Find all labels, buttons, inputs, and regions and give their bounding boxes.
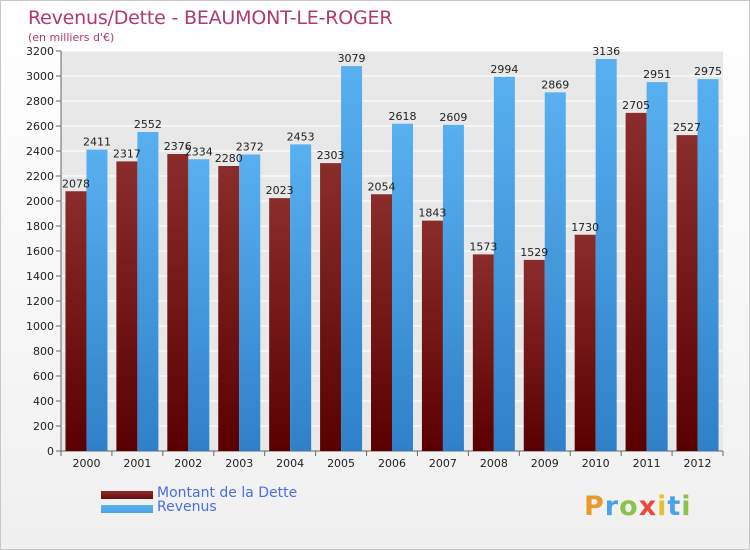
bar-dette (116, 161, 138, 451)
data-label-revenus: 2994 (490, 63, 518, 76)
data-label-dette: 2023 (266, 184, 294, 197)
y-tick-label: 3000 (26, 70, 54, 83)
data-label-dette: 2078 (62, 177, 90, 190)
chart-title: Revenus/Dette - BEAUMONT-LE-ROGER (28, 7, 393, 29)
y-tick-label: 400 (33, 395, 54, 408)
bar-dette (371, 194, 392, 451)
data-label-dette: 2376 (164, 140, 192, 153)
bar-dette (65, 191, 87, 451)
y-tick-label: 800 (33, 345, 54, 358)
logo-letter: t (667, 491, 682, 522)
data-label-dette: 2280 (215, 152, 243, 165)
bar-revenus (341, 66, 363, 451)
data-label-revenus: 2951 (643, 68, 671, 81)
x-tick-label: 2000 (72, 457, 100, 470)
y-tick-label: 600 (33, 370, 54, 383)
bar-revenus (86, 149, 108, 451)
bar-dette (676, 135, 698, 451)
logo-letter: x (638, 491, 658, 522)
bar-dette (269, 198, 291, 451)
bar-revenus (239, 154, 261, 451)
legend-label-revenus: Revenus (157, 499, 217, 515)
data-label-dette: 2527 (673, 121, 701, 134)
legend-label-dette: Montant de la Dette (157, 485, 298, 501)
bar-dette (421, 220, 443, 451)
data-label-revenus: 2869 (541, 78, 569, 91)
data-label-dette: 2705 (622, 99, 650, 112)
x-tick-label: 2010 (582, 457, 610, 470)
data-label-revenus: 2552 (134, 118, 162, 131)
x-tick-label: 2007 (429, 457, 457, 470)
bar-dette (472, 254, 494, 451)
data-label-dette: 1573 (469, 240, 497, 253)
y-tick-label: 2600 (26, 120, 54, 133)
x-tick-label: 2008 (480, 457, 508, 470)
bar-revenus (137, 132, 159, 451)
x-tick-label: 2004 (276, 457, 304, 470)
bar-revenus (493, 76, 515, 451)
bar-revenus (544, 92, 566, 451)
bar-revenus (646, 82, 668, 451)
y-tick-label: 1400 (26, 270, 54, 283)
y-tick-label: 2400 (26, 145, 54, 158)
x-tick-label: 2012 (684, 457, 712, 470)
bar-dette (523, 259, 545, 451)
y-tick-label: 1000 (26, 320, 54, 333)
data-label-dette: 2303 (317, 149, 345, 162)
x-tick-label: 2011 (633, 457, 661, 470)
x-tick-label: 2002 (174, 457, 202, 470)
logo-letter: i (681, 491, 692, 522)
y-tick-label: 3200 (26, 45, 54, 58)
logo-letter: P (584, 491, 605, 522)
data-label-dette: 1730 (571, 221, 599, 234)
logo-letter: r (604, 491, 620, 522)
data-label-revenus: 3136 (592, 45, 620, 58)
x-tick-label: 2006 (378, 457, 406, 470)
x-tick-label: 2009 (531, 457, 559, 470)
bar-revenus (595, 59, 617, 451)
bar-revenus (188, 159, 210, 451)
bar-revenus (392, 123, 413, 451)
y-tick-label: 200 (33, 420, 54, 433)
bar-revenus (697, 79, 719, 451)
bar-dette (218, 166, 240, 451)
bar-dette (320, 163, 342, 451)
y-tick-label: 2200 (26, 170, 54, 183)
data-label-revenus: 2372 (236, 141, 264, 154)
bar-dette (625, 112, 647, 451)
data-label-revenus: 2975 (694, 65, 722, 78)
bar-revenus (290, 144, 312, 451)
x-tick-label: 2001 (123, 457, 151, 470)
x-tick-label: 2003 (225, 457, 253, 470)
y-tick-label: 1800 (26, 220, 54, 233)
data-label-dette: 1529 (520, 246, 548, 259)
y-tick-label: 1600 (26, 245, 54, 258)
data-label-revenus: 2334 (185, 145, 213, 158)
logo-letter: o (619, 491, 639, 522)
y-tick-label: 1200 (26, 295, 54, 308)
data-label-revenus: 2618 (389, 110, 417, 123)
bar-revenus (442, 124, 464, 451)
y-tick-label: 2000 (26, 195, 54, 208)
bar-dette (167, 154, 189, 451)
data-label-dette: 2054 (368, 180, 396, 193)
data-label-revenus: 2411 (83, 136, 111, 149)
proxiti-logo: Proxiti (584, 491, 692, 522)
data-label-revenus: 3079 (338, 52, 366, 65)
y-tick-label: 0 (47, 445, 54, 458)
logo-letter: i (657, 491, 668, 522)
y-tick-label: 2800 (26, 95, 54, 108)
x-tick-label: 2005 (327, 457, 355, 470)
data-label-dette: 1843 (418, 207, 446, 220)
data-label-revenus: 2609 (439, 111, 467, 124)
chart-subtitle: (en milliers d'€) (28, 31, 115, 44)
bar-dette (574, 234, 596, 451)
legend-swatch-dette (101, 491, 153, 499)
data-label-dette: 2317 (113, 147, 141, 160)
legend-swatch-revenus (101, 505, 153, 513)
data-label-revenus: 2453 (287, 130, 315, 143)
